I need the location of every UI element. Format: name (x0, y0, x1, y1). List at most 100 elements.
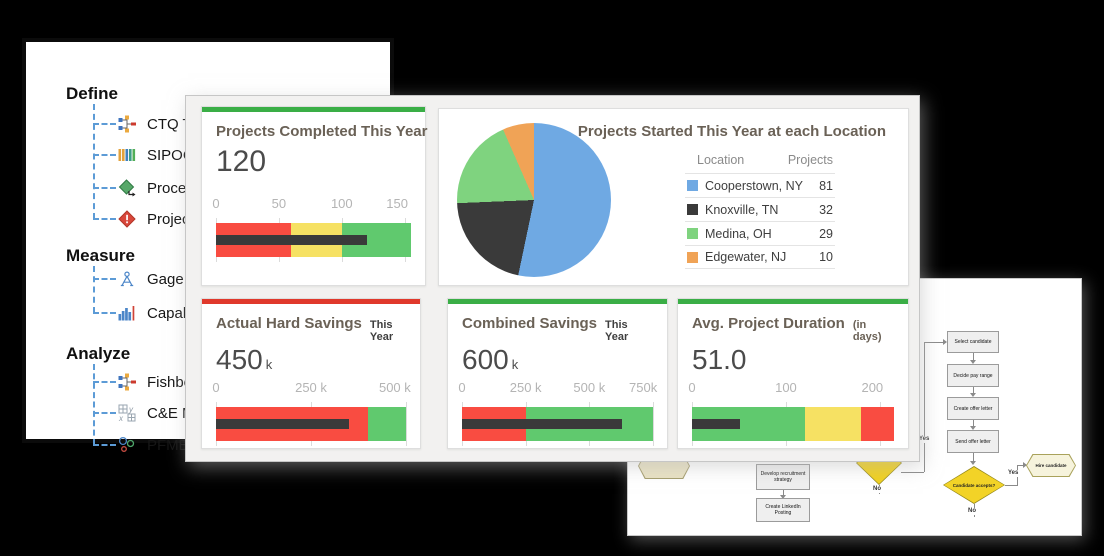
hexagon-shape (1027, 455, 1075, 476)
axis-tick-label: 0 (212, 195, 220, 211)
bullet-chart-projects-completed: 0 50 100 150 (212, 195, 411, 262)
card-combined-savings[interactable]: Combined Savings This Year 600 k 0 250 k 50… (447, 298, 668, 449)
flow-connector (973, 420, 974, 427)
legend-row: Cooperstown, NY 81 (685, 173, 835, 197)
card-period-label: (in days) (852, 319, 882, 343)
tree-item-sipoc[interactable]: SIPOC (118, 144, 194, 166)
axis-tick-label: 100 (775, 380, 797, 396)
card-avg-project-duration[interactable]: Avg. Project Duration (in days) 51.0 0 10… (677, 298, 909, 449)
flow-connector (1005, 485, 1018, 486)
card-actual-hard-savings[interactable]: Actual Hard Savings This Year 450 k 0 250 … (201, 298, 421, 449)
flow-connector (973, 387, 974, 394)
legend-label: Edgewater, NJ (705, 250, 787, 264)
tree-connector-line (93, 123, 116, 125)
axis-tick-label: 200 (861, 380, 884, 396)
arrowhead-right-icon (943, 339, 947, 345)
card-accent-bar (202, 299, 420, 304)
flow-edge-label-yes: Yes (1007, 470, 1020, 477)
card-value: 600 k (462, 344, 519, 375)
axis-tick-label: 500 k (378, 380, 411, 396)
card-period-label: This Year (605, 319, 629, 343)
legend-row: Knoxville, TN 32 (685, 197, 835, 221)
flow-connector (783, 490, 784, 496)
tree-connector-line (93, 218, 116, 220)
flow-node-label: Candidate accepts? (952, 482, 996, 488)
bullet-chart-actual-hard-savings: 0 250 k 500 k (212, 380, 411, 447)
card-title: Avg. Project Duration (692, 315, 845, 332)
flow-node-decide-pay-range[interactable]: Decide pay range (947, 364, 999, 387)
legend-row: Edgewater, NJ 10 (685, 245, 835, 269)
axis-tick-label: 100 (330, 195, 353, 211)
flow-edge-label-yes: Yes (918, 436, 931, 443)
bullet-chart-combined-savings: 0 250 k 500 k 750k (458, 380, 657, 447)
svg-text:x: x (118, 414, 124, 422)
card-projects-completed[interactable]: Projects Completed This Year 120 0 50 100 1… (201, 106, 428, 286)
axis-tick-label: 750k (629, 380, 658, 396)
legend-value: 32 (819, 202, 833, 217)
arrowhead-down-icon (970, 393, 976, 397)
gage-rr-icon (120, 271, 134, 287)
arrowhead-down-icon (780, 495, 786, 499)
flow-node-hire-candidate[interactable]: Hire candidate (1026, 454, 1076, 477)
tree-section-analyze: Analyze (66, 344, 131, 363)
legend-swatch-icon (687, 228, 698, 239)
arrowhead-right-icon (1023, 462, 1027, 468)
bullet-measure-bar (462, 419, 623, 430)
legend-header-row: Location Projects (685, 153, 835, 173)
tree-section-define: Define (66, 84, 118, 103)
card-value: 120 (216, 145, 267, 178)
bullet-measure-bar (216, 419, 349, 430)
arrowhead-down-icon (970, 461, 976, 465)
flow-connector (924, 342, 925, 472)
pfmea-icon (118, 436, 135, 452)
axis-tick-label: 50 (271, 195, 287, 211)
pie-chart[interactable] (457, 123, 611, 277)
bullet-zones (216, 407, 406, 442)
process-map-icon (118, 179, 136, 197)
flow-node-develop-recruitment-strategy[interactable]: Develop recruitment strategy (756, 464, 810, 490)
tree-section-measure: Measure (66, 246, 135, 265)
svg-text:y: y (128, 405, 134, 414)
card-period-label: This Year (369, 319, 394, 343)
flow-node-label: Hire candidate (1035, 463, 1067, 468)
legend-row: Medina, OH 29 (685, 221, 835, 245)
pie-legend: Location Projects Cooperstown, NY 81 Kno… (685, 153, 835, 269)
bullet-range-zone (804, 407, 862, 442)
flow-node-create-linkedin-posting[interactable]: Create LinkedIn Posting (756, 498, 810, 522)
tree-connector-line (93, 278, 116, 280)
tree-connector-line (93, 266, 95, 313)
tree-connector-line (93, 364, 95, 445)
dashboard-panel: Projects Completed This Year 120 0 50 100 1… (185, 95, 920, 462)
flow-node-send-offer-letter[interactable]: Send offer letter (947, 430, 999, 453)
legend-header-location: Location (697, 153, 745, 167)
card-projects-started[interactable]: Projects Started This Year at each Locat… (438, 108, 909, 286)
flow-node-select-candidate[interactable]: Select candidate (947, 331, 999, 353)
card-title: Projects Completed This Year (216, 123, 428, 140)
legend-label: Medina, OH (705, 226, 772, 241)
bullet-measure-bar (692, 419, 740, 430)
axis-tick-label: 0 (688, 380, 696, 396)
legend-value: 81 (819, 178, 833, 193)
bullet-chart-avg-project-duration: 0 100 200 (688, 380, 894, 447)
flow-node-candidate-accepts[interactable]: Candidate accepts? (943, 466, 1005, 504)
flow-connector (973, 453, 974, 462)
axis-tick-label: 0 (212, 380, 220, 396)
bullet-zones (216, 222, 411, 257)
tree-connector-line (93, 104, 95, 219)
card-accent-bar (202, 107, 425, 112)
pie-chart-title: Projects Started This Year at each Locat… (577, 123, 886, 140)
legend-swatch-icon (687, 251, 698, 263)
axis-tick-label: 0 (458, 380, 466, 396)
legend-swatch-icon (687, 180, 698, 191)
card-title: Combined Savings (462, 315, 598, 332)
flow-node-create-offer-letter[interactable]: Create offer letter (947, 397, 999, 420)
project-risk-icon (118, 210, 136, 228)
card-value: 51.0 (692, 344, 747, 375)
capability-icon (118, 306, 135, 321)
flow-connector (973, 353, 974, 361)
tree-item-label: SIPOC (147, 146, 194, 164)
ctq-tree-icon (118, 115, 136, 133)
flow-edge-label-no: No (872, 486, 882, 493)
bullet-range-zone (368, 407, 406, 442)
